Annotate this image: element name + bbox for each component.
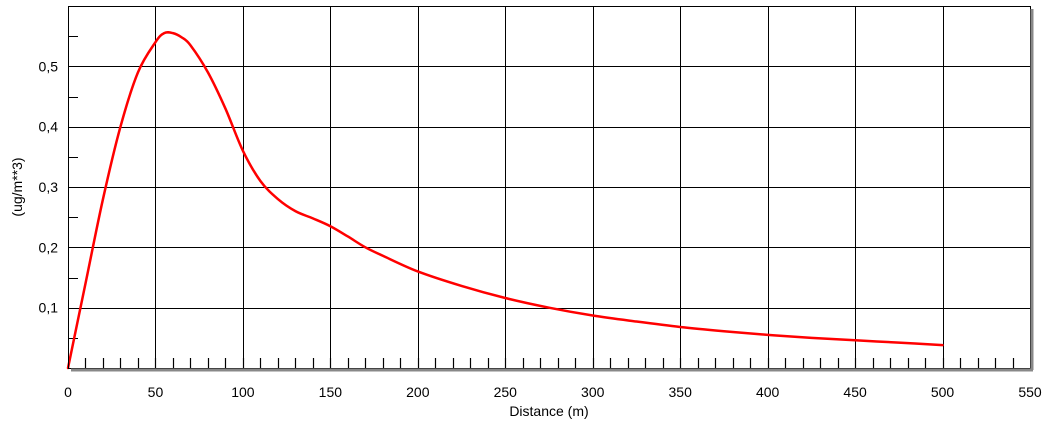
y-tick-label: 0,4	[39, 119, 59, 135]
y-tick-label: 0,5	[39, 58, 59, 74]
x-tick-label: 500	[931, 384, 955, 400]
series-layer	[66, 31, 944, 370]
series-line	[66, 31, 944, 370]
y-tick-label: 0,1	[39, 300, 59, 316]
y-tick-labels: 0,1 0,2 0,3 0,4 0,5	[39, 58, 59, 315]
x-axis-title: Distance (m)	[509, 403, 588, 419]
y-axis-title: (ug/m**3)	[9, 157, 25, 216]
x-tick-label: 350	[669, 384, 693, 400]
x-tick-label: 100	[231, 384, 255, 400]
x-tick-label: 200	[406, 384, 430, 400]
minor-ticks	[84, 358, 1015, 368]
x-tick-label: 0	[64, 384, 72, 400]
x-tick-label: 550	[1018, 384, 1042, 400]
y-tick-label: 0,2	[39, 239, 59, 255]
x-tick-label: 300	[581, 384, 605, 400]
x-tick-label: 150	[319, 384, 343, 400]
y-tick-label: 0,3	[39, 179, 59, 195]
x-tick-label: 50	[148, 384, 164, 400]
grid	[68, 6, 1030, 368]
x-tick-labels: 0 50 100 150 200 250 300 350 400 450 500 550	[64, 384, 1042, 400]
x-tick-label: 400	[756, 384, 780, 400]
x-tick-label: 250	[494, 384, 518, 400]
x-tick-label: 450	[843, 384, 867, 400]
